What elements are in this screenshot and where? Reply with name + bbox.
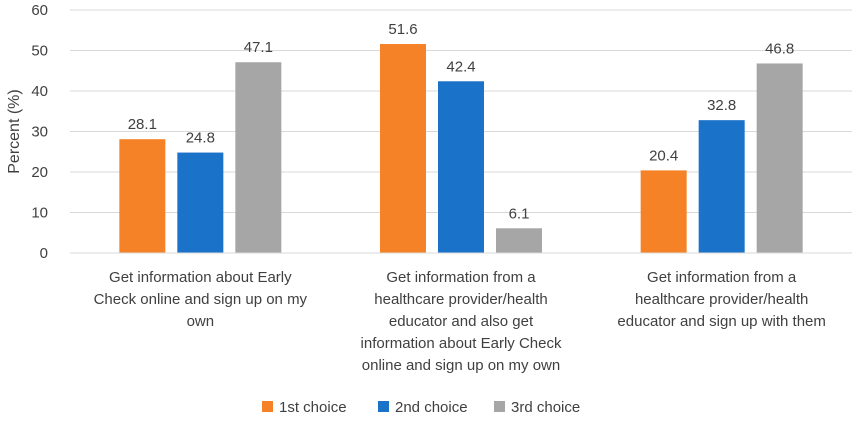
data-label: 6.1 (509, 205, 530, 222)
data-label: 42.4 (446, 58, 475, 75)
category-label-line: Get information from a (647, 269, 797, 286)
bars (119, 44, 803, 254)
category-label: Get information from a healthcare provide… (617, 269, 825, 330)
y-tick-label: 0 (40, 245, 48, 262)
bar (235, 62, 282, 254)
y-tick-label: 50 (31, 43, 48, 60)
bar (177, 152, 224, 253)
category-label-line: educator and sign up with them (617, 313, 825, 330)
y-tick-label: 60 (31, 2, 48, 19)
category-label-line: own (187, 313, 215, 330)
data-label: 20.4 (649, 147, 678, 164)
legend-swatch (494, 401, 505, 412)
data-label: 28.1 (128, 116, 157, 133)
bar (438, 81, 484, 253)
y-axis-ticks: 0 10 20 30 40 50 60 (31, 2, 48, 262)
y-tick-label: 20 (31, 164, 48, 181)
category-label-line: information about Early Check (361, 335, 562, 352)
y-tick-label: 10 (31, 205, 48, 222)
data-label: 32.8 (707, 97, 736, 114)
category-label-line: educator and also get (389, 313, 534, 330)
bar (119, 139, 166, 253)
legend-label: 2nd choice (395, 399, 468, 416)
category-label-line: online and sign up on my own (362, 357, 560, 374)
data-label: 46.8 (765, 40, 794, 57)
category-label-line: healthcare provider/health (374, 291, 547, 308)
legend-label: 1st choice (279, 399, 347, 416)
data-label: 47.1 (244, 39, 273, 56)
data-labels: 28.1 24.8 47.1 51.6 42.4 6.1 20.4 32.8 46.8 (128, 21, 795, 222)
bar (756, 63, 803, 254)
bar (380, 44, 426, 253)
category-labels: Get information about Early Check online … (94, 269, 826, 374)
category-label-line: Get information about Early (109, 269, 292, 286)
legend-swatch (378, 401, 389, 412)
category-label-line: healthcare provider/health (635, 291, 808, 308)
category-label: Get information from a healthcare provide… (361, 269, 562, 374)
bar (496, 228, 542, 253)
category-label: Get information about Early Check online … (94, 269, 308, 330)
legend-swatch (262, 401, 273, 412)
y-tick-label: 30 (31, 124, 48, 141)
bar (698, 120, 745, 253)
legend-label: 3rd choice (511, 399, 580, 416)
category-label-line: Check online and sign up on my (94, 291, 308, 308)
bar (640, 170, 687, 253)
y-axis-label: Percent (%) (6, 89, 23, 173)
legend: 1st choice 2nd choice 3rd choice (262, 399, 580, 416)
y-tick-label: 40 (31, 83, 48, 100)
data-label: 24.8 (186, 130, 215, 147)
category-label-line: Get information from a (386, 269, 536, 286)
data-label: 51.6 (388, 21, 417, 38)
